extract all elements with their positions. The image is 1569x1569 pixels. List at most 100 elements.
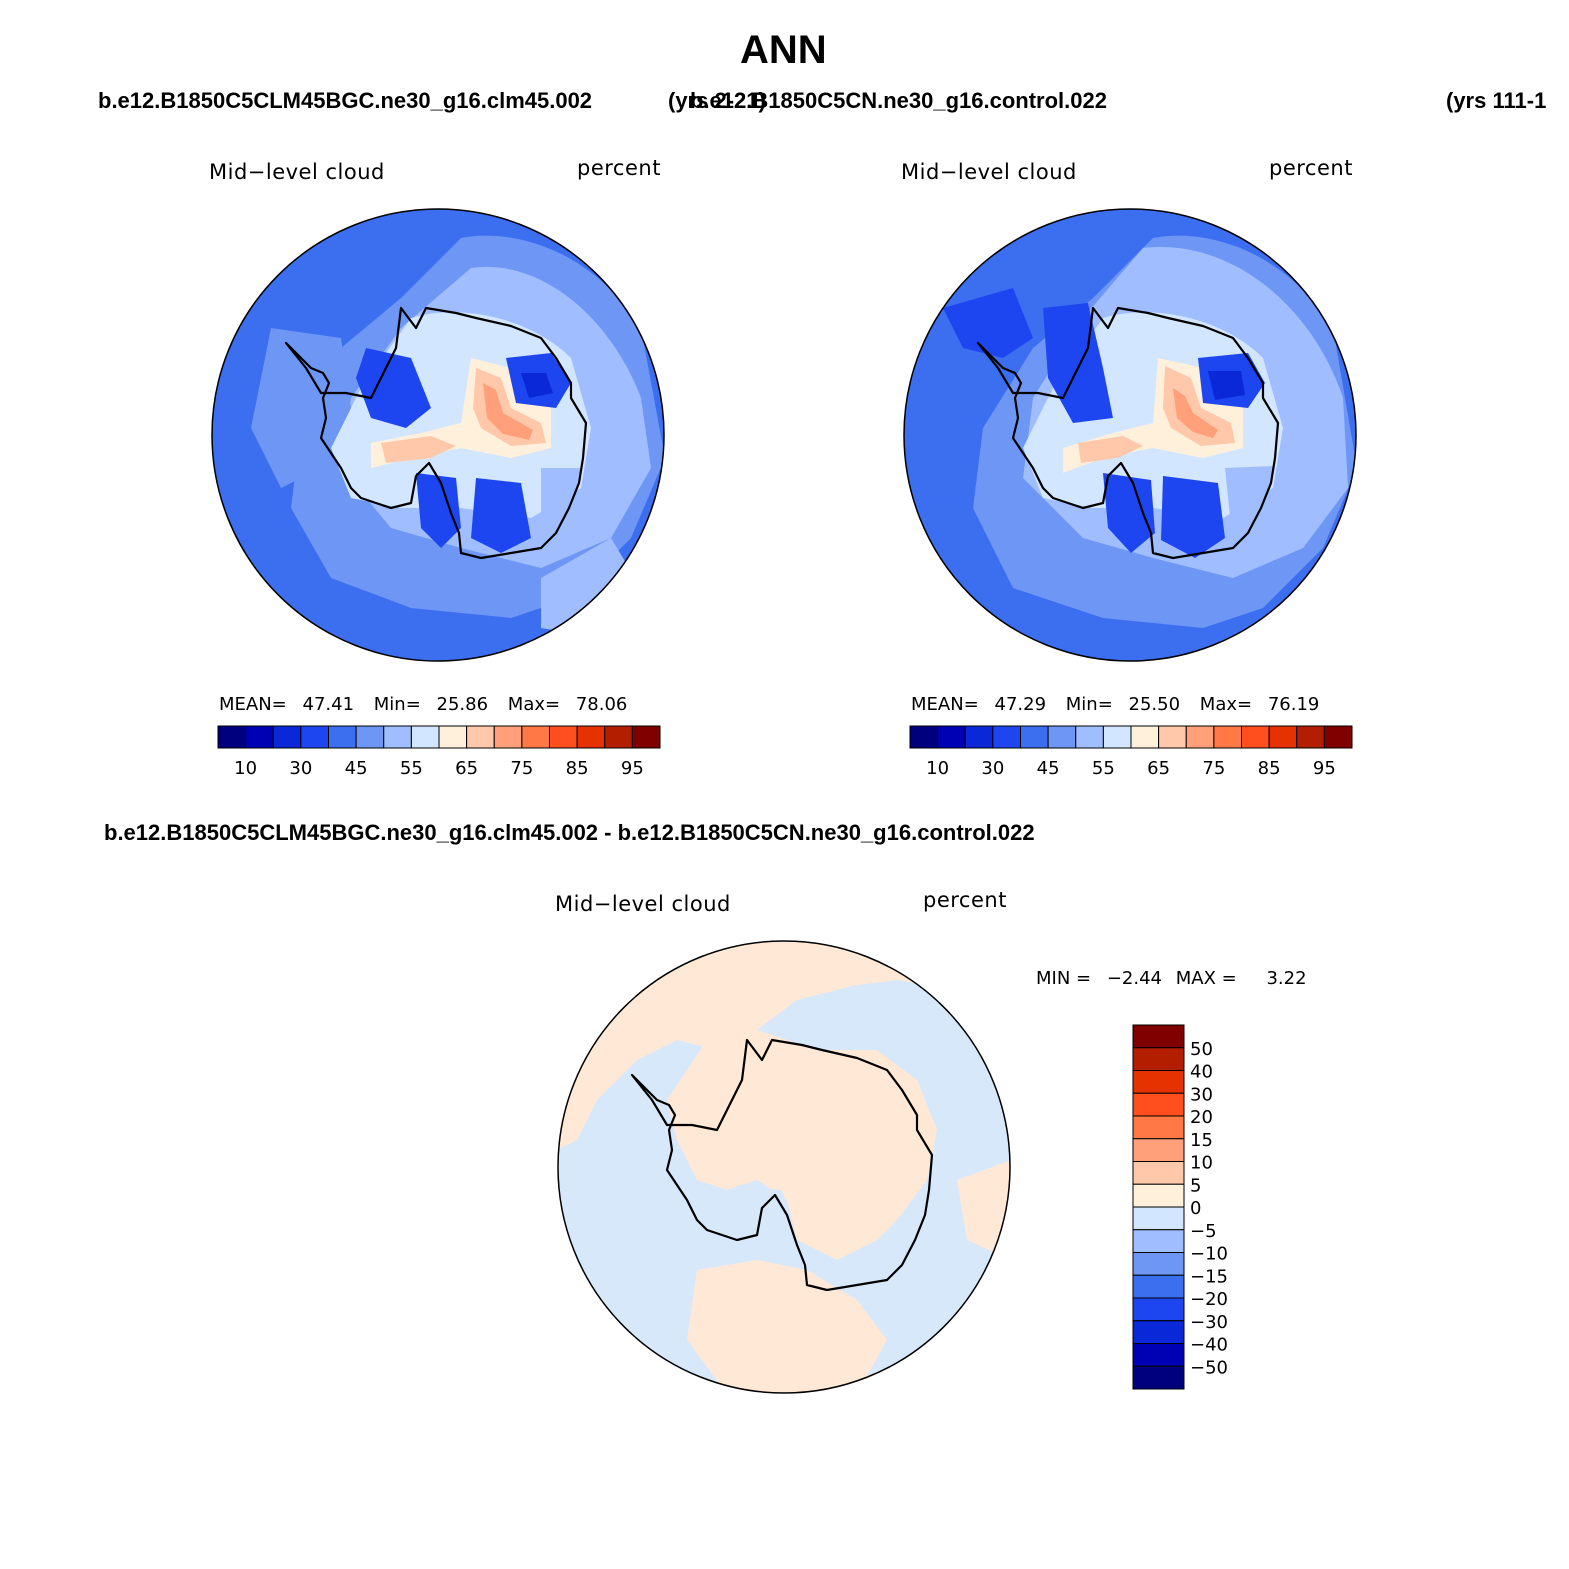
- panel3-polar-map: [557, 940, 1011, 1394]
- panel3-colorbar-tick-label: −10: [1190, 1244, 1228, 1265]
- panel1-colorbar-tick-label: 95: [621, 758, 644, 779]
- panel2-colorbar-swatch: [1130, 725, 1160, 749]
- panel1-colorbar: 10 30 45 55 65 75 85 95: [217, 725, 661, 779]
- panel1-colorbar-tick-label: 65: [455, 758, 478, 779]
- panel3-colorbar-swatch: [1132, 1070, 1185, 1094]
- panel2-colorbar-swatch: [937, 725, 966, 749]
- panel2-units: percent: [1269, 156, 1353, 180]
- panel3-min-label: MIN =: [1036, 968, 1092, 989]
- panel1-colorbar-swatch: [466, 725, 495, 749]
- panel3-colorbar-tick-label: 40: [1190, 1062, 1213, 1083]
- panel3-coastline: [630, 1038, 934, 1292]
- panel3-colorbar-swatch: [1132, 1092, 1185, 1117]
- panel1-colorbar-tick-label: 30: [289, 758, 312, 779]
- panel2-colorbar-swatch: [1296, 725, 1325, 749]
- panel2-colorbar-tick-label: 45: [1037, 758, 1060, 779]
- panel2-mean-value: 47.29: [994, 694, 1047, 715]
- panel1-colorbar-swatch: [576, 725, 606, 749]
- panel3-colorbar-tick-label: 0: [1190, 1198, 1201, 1219]
- panel3-colorbar-swatch: [1132, 1274, 1185, 1299]
- panel1-units: percent: [577, 156, 661, 180]
- panel1-min-value: 25.86: [436, 694, 489, 715]
- panel2-max-label: Max=: [1199, 694, 1253, 715]
- panel2-colorbar-swatch: [992, 725, 1021, 749]
- panel1-variable: Mid−level cloud: [209, 160, 385, 184]
- panel3-max-label: MAX =: [1175, 968, 1237, 989]
- panel3-colorbar-tick-label: 5: [1190, 1175, 1201, 1196]
- panel1-colorbar-swatch: [604, 725, 633, 749]
- panel2-blob-darkblue-nw: [943, 288, 1033, 358]
- panel2-colorbar-swatch: [964, 725, 994, 749]
- panel1-colorbar-swatch: [328, 725, 357, 749]
- years-right-label: (yrs 111-1: [1446, 88, 1547, 113]
- panel3-colorbar-swatch: [1132, 1343, 1185, 1367]
- panel2-colorbar-swatch: [1047, 725, 1077, 749]
- panel2-colorbar-swatch: [1158, 725, 1187, 749]
- panel2-variable: Mid−level cloud: [901, 160, 1077, 184]
- panel1-max-label: Max=: [507, 694, 561, 715]
- panel1-blob-darkblue-4: [471, 478, 531, 553]
- panel1-colorbar-swatch: [300, 725, 329, 749]
- panel3-region-positive-east: [957, 1160, 1010, 1260]
- panel1-blob-light-west: [251, 328, 351, 488]
- panel3-colorbar-swatch: [1132, 1161, 1185, 1185]
- panel1-colorbar-tick-label: 55: [400, 758, 423, 779]
- panel3-colorbar-swatch: [1132, 1229, 1185, 1253]
- panel2-stats: MEAN= 47.29 Min= 25.50 Max= 76.19: [911, 694, 1319, 715]
- panel2-colorbar-tick-label: 10: [926, 758, 949, 779]
- panel1-mean-value: 47.41: [302, 694, 355, 715]
- panel3-colorbar-swatch: [1132, 1206, 1185, 1231]
- panel2-region-peach: [1163, 366, 1235, 446]
- panel2-mean-label: MEAN=: [911, 694, 979, 715]
- panel2-colorbar: 10 30 45 55 65 75 85 95: [909, 725, 1353, 779]
- case-right-label: b.e12.B1850C5CN.ne30_g16.control.022: [690, 88, 1107, 113]
- panel3-units: percent: [923, 888, 1007, 912]
- panel3-colorbar-swatch: [1132, 1047, 1185, 1071]
- panel1-colorbar-tick-label: 45: [345, 758, 368, 779]
- panel1-region-salmon: [483, 383, 533, 440]
- panel2-colorbar-swatch: [1323, 725, 1353, 749]
- panel2-colorbar-swatch: [1020, 725, 1049, 749]
- panel1-colorbar-swatch: [245, 725, 274, 749]
- panel3-colorbar-swatch: [1132, 1297, 1185, 1322]
- panel3-region-positive-continent: [667, 1030, 937, 1260]
- panel1-blob-darkblue-3: [416, 473, 461, 548]
- panel1-max-value: 78.06: [575, 694, 628, 715]
- panel3-colorbar-tick-label: 10: [1190, 1153, 1213, 1174]
- panel1-colorbar-swatch: [217, 725, 247, 749]
- panel1-colorbar-swatch: [521, 725, 550, 749]
- panel1-map-border: [211, 208, 665, 662]
- panel2-polar-map: [903, 208, 1357, 662]
- panel1-colorbar-swatch: [410, 725, 440, 749]
- panel3-min-value: −2.44: [1106, 968, 1163, 989]
- panel3-colorbar-tick-label: −50: [1190, 1357, 1228, 1378]
- panel2-blob-pale-se: [1225, 466, 1275, 526]
- figure-title: ANN: [740, 28, 827, 72]
- panel3-colorbar-tick-label: −30: [1190, 1312, 1228, 1333]
- panel2-colorbar-swatch: [1241, 725, 1270, 749]
- panel2-colorbar-swatch: [909, 725, 939, 749]
- panel2-colorbar-tick-label: 65: [1147, 758, 1170, 779]
- panel1-polar-map: [211, 208, 665, 662]
- panel1-min-label: Min=: [373, 694, 421, 715]
- panel2-colorbar-swatch: [1185, 725, 1215, 749]
- panel2-colorbar-swatch: [1268, 725, 1298, 749]
- panel1-colorbar-swatch: [549, 725, 578, 749]
- panel3-colorbar-tick-label: −20: [1190, 1289, 1228, 1310]
- panel3-colorbar-tick-label: −15: [1190, 1266, 1228, 1287]
- panel2-blob-darkblue-4: [1161, 476, 1225, 558]
- panel3-colorbar-tick-label: 20: [1190, 1107, 1213, 1128]
- panel3-colorbar-tick-label: −5: [1190, 1221, 1217, 1242]
- panel3-max-value: 3.22: [1266, 968, 1307, 989]
- panel2-colorbar-tick-label: 75: [1202, 758, 1225, 779]
- panel2-colorbar-tick-label: 85: [1258, 758, 1281, 779]
- panel3-region-positive-south: [687, 1260, 887, 1393]
- panel1-stats: MEAN= 47.41 Min= 25.86 Max= 78.06: [219, 694, 627, 715]
- panel2-blob-darkerblue: [1208, 371, 1245, 400]
- panel2-region-salmon: [1173, 388, 1218, 438]
- panel3-region-positive-north: [558, 941, 1010, 1150]
- panel2-min-value: 25.50: [1128, 694, 1181, 715]
- panel2-colorbar-tick-label: 30: [981, 758, 1004, 779]
- panel1-colorbar-tick-label: 75: [510, 758, 533, 779]
- panel1-region-peach-w: [381, 436, 456, 463]
